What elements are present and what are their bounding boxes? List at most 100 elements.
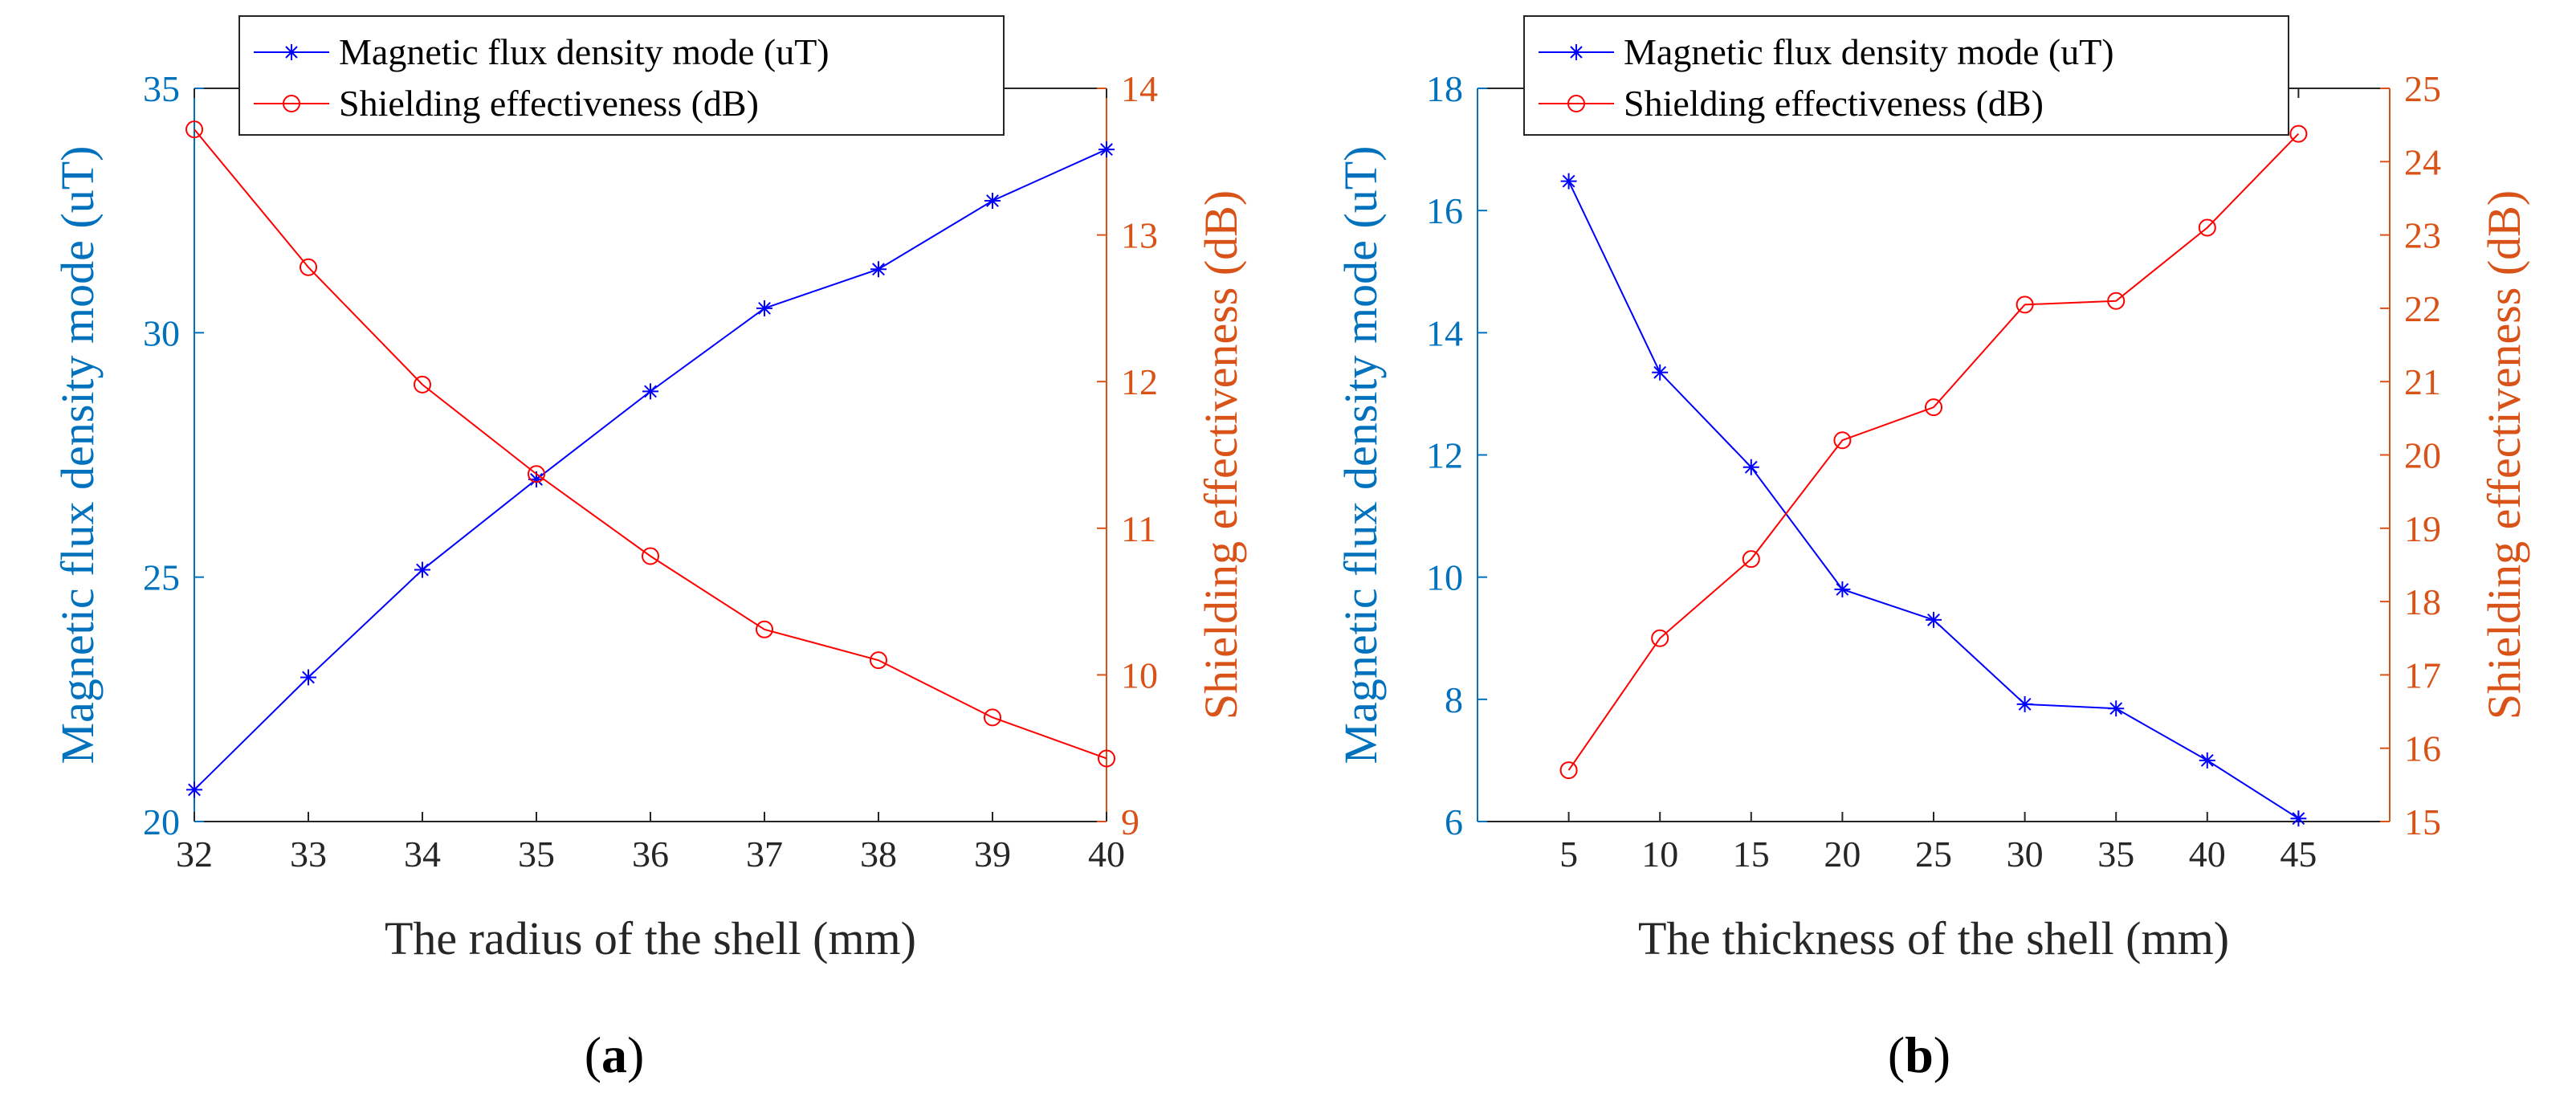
panel-label: (b) <box>1888 1026 1950 1083</box>
legend: Magnetic flux density mode (uT) Shielding… <box>1523 15 2289 136</box>
left-y-axis-title: Magnetic flux density mode (uT) <box>1335 146 1387 765</box>
flux-point <box>2108 700 2125 717</box>
x-tick-label: 37 <box>746 834 783 875</box>
flux-point <box>642 383 658 400</box>
legend-label: Shielding effectiveness (dB) <box>1624 83 2044 124</box>
x-tick-label: 35 <box>518 834 555 875</box>
shielding-point <box>528 465 545 483</box>
x-tick-label: 35 <box>2097 834 2134 875</box>
legend: Magnetic flux density mode (uT) Shielding… <box>238 15 1005 136</box>
series-line-flux <box>1567 181 2299 820</box>
x-tick-label: 45 <box>2280 834 2317 875</box>
shielding-point <box>1559 761 1578 780</box>
shielding-point <box>870 651 887 670</box>
left-y-tick-label: 10 <box>1426 557 1463 598</box>
x-tick-label: 36 <box>632 834 669 875</box>
x-tick-label: 32 <box>176 834 213 875</box>
legend-asterisk-marker <box>1568 44 1584 60</box>
panel-label: (a) <box>585 1026 645 1083</box>
left-y-axis-title: Magnetic flux density mode (uT) <box>51 146 104 765</box>
shielding-point <box>756 620 773 638</box>
shielding-point <box>1098 749 1115 768</box>
right-y-tick-label: 22 <box>2404 288 2441 329</box>
panel-letter: a <box>601 1026 627 1083</box>
x-tick-label: 39 <box>974 834 1011 875</box>
panel-letter: b <box>1905 1026 1934 1083</box>
legend-circle-marker <box>283 95 300 112</box>
x-axis-title: The thickness of the shell (mm) <box>1638 912 2229 964</box>
right-y-tick-label: 15 <box>2404 801 2441 842</box>
right-y-axis-title: Shielding effectiveness (dB) <box>2478 190 2530 720</box>
right-y-tick-label: 20 <box>2404 435 2441 476</box>
shielding-point <box>984 708 1001 727</box>
left-y-tick-label: 16 <box>1426 190 1463 231</box>
shielding-point <box>1925 398 1942 417</box>
shielding-point <box>642 547 659 565</box>
right-y-tick-label: 19 <box>2404 508 2441 549</box>
legend-circle-marker <box>1567 95 1585 112</box>
flux-point <box>414 561 430 578</box>
left-y-tick-label: 6 <box>1445 801 1463 842</box>
right-y-tick-label: 11 <box>1121 508 1156 549</box>
right-y-tick-label: 18 <box>2404 581 2441 622</box>
flux-point <box>1652 364 1669 381</box>
x-tick-label: 25 <box>1915 834 1952 875</box>
shielding-point <box>2016 296 2034 314</box>
flux-point <box>1834 581 1851 597</box>
x-tick-label: 38 <box>860 834 897 875</box>
right-y-tick-label: 23 <box>2404 215 2441 256</box>
right-y-tick-label: 9 <box>1121 801 1139 842</box>
right-y-tick-label: 25 <box>2404 68 2441 109</box>
shielding-point <box>2198 218 2216 237</box>
left-y-tick-label: 8 <box>1445 679 1463 720</box>
chart-panel-a: 32 33 34 35 36 37 38 39 40 20 25 30 35 9 10 11 12 13 14 The… <box>51 15 1247 1083</box>
series-line-shielding <box>1567 133 2300 771</box>
series-line-shielding <box>194 128 1107 760</box>
flux-point <box>2199 752 2215 769</box>
x-tick-label: 10 <box>1641 834 1678 875</box>
x-tick-label: 34 <box>404 834 441 875</box>
right-y-tick-label: 13 <box>1121 215 1158 256</box>
flux-point <box>870 261 887 278</box>
shielding-point <box>2289 124 2308 143</box>
left-y-tick-label: 20 <box>143 801 180 842</box>
chart-panel-b: 5 10 15 20 25 30 35 40 45 6 8 10 12 14 16 18 15 16 17 18 19 2… <box>1335 15 2530 1083</box>
right-y-tick-label: 12 <box>1121 361 1158 402</box>
x-axis-title: The radius of the shell (mm) <box>385 912 916 964</box>
shielding-point <box>2107 292 2126 310</box>
x-tick-label: 20 <box>1824 834 1861 875</box>
shielding-point <box>300 258 317 276</box>
legend-asterisk-marker <box>283 44 300 60</box>
legend-box <box>1523 15 2289 136</box>
series-line-flux <box>194 149 1107 791</box>
left-y-tick-label: 30 <box>143 312 180 353</box>
x-tick-label: 40 <box>1088 834 1125 875</box>
flux-point <box>1926 611 1942 628</box>
x-tick-label: 40 <box>2189 834 2226 875</box>
left-y-tick-label: 25 <box>143 557 180 598</box>
flux-point <box>1742 459 1759 475</box>
flux-point <box>1560 173 1577 190</box>
left-y-tick-label: 35 <box>143 68 180 109</box>
right-y-tick-label: 17 <box>2404 654 2441 695</box>
flux-point <box>1098 141 1115 158</box>
right-y-tick-label: 10 <box>1121 654 1158 695</box>
right-y-tick-label: 16 <box>2404 728 2441 769</box>
x-tick-label: 5 <box>1559 834 1578 875</box>
x-tick-label: 33 <box>290 834 327 875</box>
flux-point <box>186 781 202 798</box>
shielding-point <box>414 375 431 394</box>
shielding-point <box>185 120 203 139</box>
flux-point <box>756 300 772 316</box>
flux-point <box>984 192 1001 209</box>
legend-box <box>238 15 1005 136</box>
legend-label: Magnetic flux density mode (uT) <box>1624 31 2114 72</box>
x-tick-label: 30 <box>2007 834 2044 875</box>
legend-label: Shielding effectiveness (dB) <box>339 83 759 124</box>
left-y-tick-label: 14 <box>1426 312 1463 353</box>
left-y-tick-label: 18 <box>1426 68 1463 109</box>
x-tick-label: 15 <box>1733 834 1770 875</box>
shielding-point <box>1742 550 1760 569</box>
right-y-tick-label: 21 <box>2404 361 2441 402</box>
